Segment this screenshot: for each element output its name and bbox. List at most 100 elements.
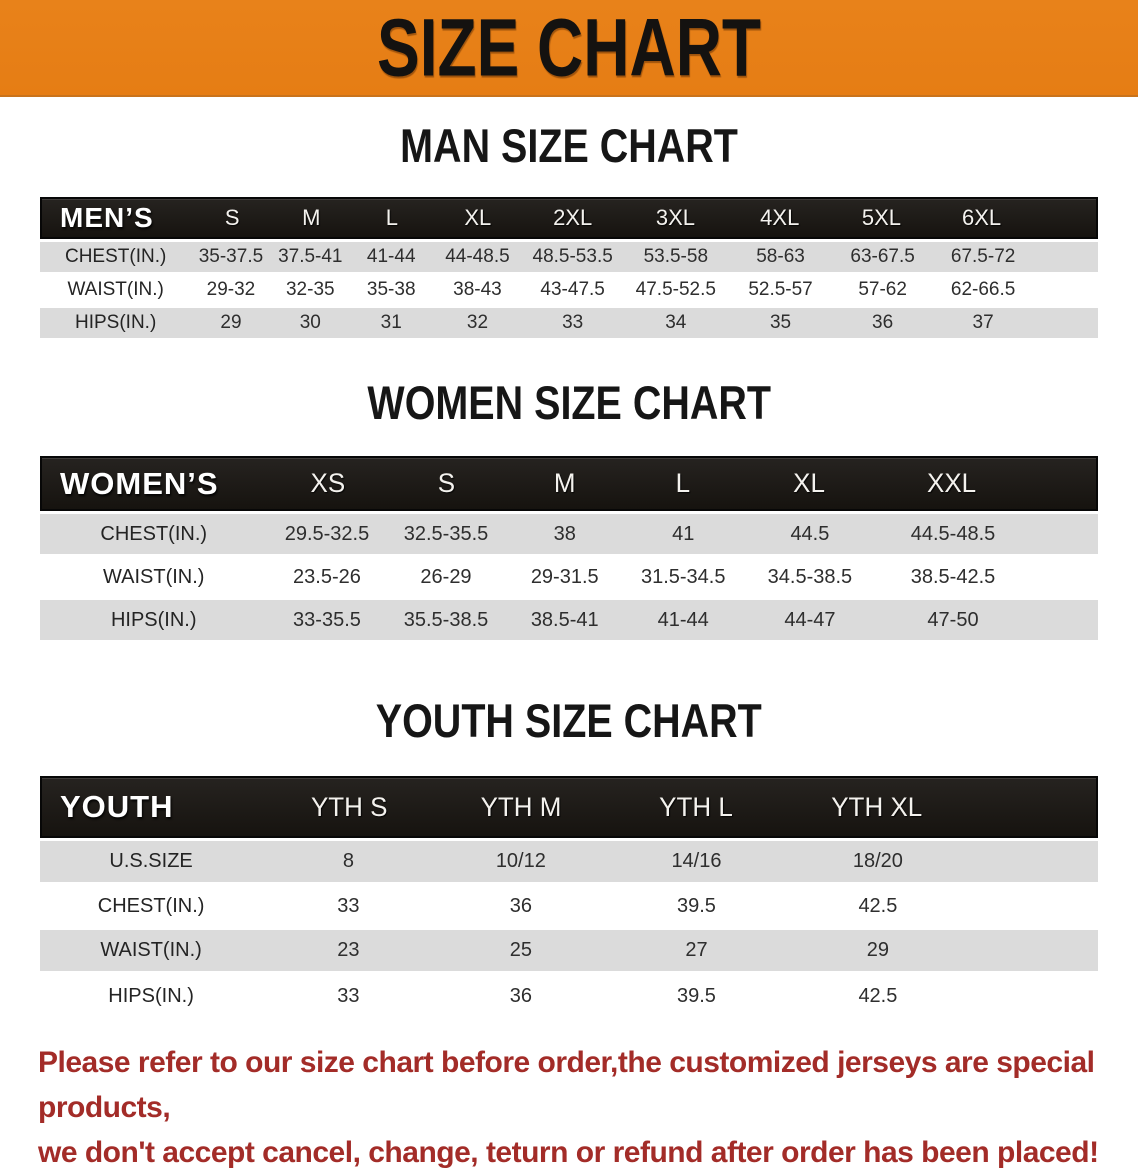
size-value-cell: 44-47 bbox=[784, 608, 836, 631]
row-label: WAIST(IN.) bbox=[100, 939, 202, 961]
size-value-cell: 35-38 bbox=[366, 279, 416, 300]
disclaimer-line-2: we don't accept cancel, change, teturn o… bbox=[38, 1136, 1099, 1169]
size-value-cell: 38 bbox=[553, 522, 576, 545]
size-value-cell: 44.5-48.5 bbox=[910, 522, 996, 545]
row-spacer bbox=[1033, 308, 1098, 338]
size-value-cell: 18/20 bbox=[852, 850, 903, 872]
banner-title: SIZE CHART bbox=[377, 1, 761, 93]
size-value-cell: 43-47.5 bbox=[540, 279, 605, 300]
size-value-cell: 29.5-32.5 bbox=[284, 522, 370, 545]
size-value-cell: 41-44 bbox=[657, 608, 709, 631]
disclaimer-line-1: Please refer to our size chart before or… bbox=[38, 1046, 1095, 1124]
size-value-cell: 34.5-38.5 bbox=[767, 565, 853, 588]
row-label: WAIST(IN.) bbox=[103, 565, 205, 588]
youth-section-title: YOUTH SIZE CHART bbox=[0, 692, 1138, 748]
group-label: YOUTH bbox=[60, 789, 174, 824]
size-value-cell: 67.5-72 bbox=[950, 246, 1016, 267]
table-header-row: MEN’S S M L XL 2XL 3XL 4XL 5XL 6XL bbox=[40, 197, 1098, 239]
size-value-cell: 39.5 bbox=[677, 894, 716, 917]
size-value-cell: 30 bbox=[299, 312, 321, 333]
group-label: WOMEN’S bbox=[60, 465, 219, 501]
row-label: CHEST(IN.) bbox=[64, 246, 167, 267]
size-value-cell: 47.5-52.5 bbox=[635, 279, 716, 300]
size-column-header: XXL bbox=[926, 467, 977, 499]
size-value-cell: 62-66.5 bbox=[950, 279, 1016, 300]
row-label: U.S.SIZE bbox=[109, 850, 193, 872]
table-row: HIPS(IN.) 33-35.5 35.5-38.5 38.5-41 41-44 44-… bbox=[40, 600, 1098, 640]
table-row: CHEST(IN.) 33 36 39.5 42.5 bbox=[40, 885, 1098, 927]
size-value-cell: 35 bbox=[769, 312, 792, 333]
size-value-cell: 32 bbox=[466, 312, 489, 333]
size-value-cell: 36 bbox=[872, 312, 894, 333]
size-column-header: 2XL bbox=[553, 204, 593, 231]
size-value-cell: 48.5-53.5 bbox=[532, 246, 613, 267]
size-value-cell: 26-29 bbox=[420, 565, 472, 588]
row-label: WAIST(IN.) bbox=[67, 279, 164, 300]
size-value-cell: 23 bbox=[337, 939, 360, 961]
size-value-cell: 29 bbox=[220, 312, 242, 333]
size-value-cell: 25 bbox=[509, 939, 532, 961]
men-size-table: MEN’S S M L XL 2XL 3XL 4XL 5XL 6XL CHEST(IN.) 35-37… bbox=[40, 197, 1098, 338]
row-spacer bbox=[1033, 275, 1098, 305]
size-value-cell: 42.5 bbox=[858, 984, 898, 1007]
size-value-cell: 29-32 bbox=[206, 279, 256, 300]
size-value-cell: 41 bbox=[672, 522, 695, 545]
size-value-cell: 52.5-57 bbox=[748, 279, 813, 300]
size-value-cell: 29-31.5 bbox=[530, 565, 599, 588]
size-value-cell: 29 bbox=[866, 939, 890, 961]
size-column-header: YTH XL bbox=[831, 791, 923, 822]
table-row: HIPS(IN.) 33 36 39.5 42.5 bbox=[40, 974, 1098, 1018]
disclaimer-text: Please refer to our size chart before or… bbox=[38, 1040, 1100, 1175]
size-column-header: L bbox=[385, 204, 399, 231]
size-value-cell: 38-43 bbox=[453, 279, 502, 300]
size-value-cell: 44-48.5 bbox=[445, 246, 510, 267]
size-column-header: S bbox=[437, 467, 456, 499]
size-value-cell: 31.5-34.5 bbox=[640, 565, 726, 588]
group-label: MEN’S bbox=[60, 202, 154, 233]
header-spacer bbox=[1032, 199, 1096, 238]
man-section-title-text: MAN SIZE CHART bbox=[400, 118, 738, 172]
size-value-cell: 47-50 bbox=[927, 608, 979, 631]
table-row: CHEST(IN.) 29.5-32.5 32.5-35.5 38 41 44.5 44.5… bbox=[40, 514, 1098, 554]
size-value-cell: 33 bbox=[337, 984, 360, 1007]
size-value-cell: 38.5-42.5 bbox=[910, 565, 996, 588]
size-value-cell: 37 bbox=[972, 312, 994, 333]
size-column-header: M bbox=[553, 467, 576, 499]
size-column-header: XL bbox=[464, 204, 492, 231]
size-column-header: 4XL bbox=[760, 204, 800, 231]
size-value-cell: 31 bbox=[380, 312, 402, 333]
table-row: HIPS(IN.) 29 30 31 32 33 34 35 36 37 bbox=[40, 308, 1098, 338]
size-column-header: 3XL bbox=[655, 204, 695, 231]
size-column-header: 6XL bbox=[962, 204, 1002, 231]
women-section-title: WOMEN SIZE CHART bbox=[0, 374, 1138, 430]
header-spacer bbox=[968, 777, 1096, 836]
size-column-header: M bbox=[302, 204, 321, 231]
table-row: CHEST(IN.) 35-37.5 37.5-41 41-44 44-48.5 48.5… bbox=[40, 242, 1098, 272]
row-spacer bbox=[1029, 557, 1098, 597]
size-value-cell: 33-35.5 bbox=[293, 608, 361, 631]
size-value-cell: 8 bbox=[342, 850, 354, 872]
youth-size-table: YOUTH YTH S YTH M YTH L YTH XL U.S.SIZE 8 10/12… bbox=[40, 776, 1098, 1018]
row-spacer bbox=[970, 841, 1098, 882]
table-header-row: YOUTH YTH S YTH M YTH L YTH XL bbox=[40, 776, 1098, 838]
row-label: CHEST(IN.) bbox=[97, 894, 205, 917]
size-value-cell: 33 bbox=[337, 894, 360, 917]
size-value-cell: 33 bbox=[562, 312, 584, 333]
size-column-header: S bbox=[224, 204, 240, 231]
size-column-header: XL bbox=[793, 467, 825, 499]
size-value-cell: 53.5-58 bbox=[643, 246, 709, 267]
man-section-title: MAN SIZE CHART bbox=[0, 117, 1138, 173]
size-value-cell: 35.5-38.5 bbox=[403, 608, 489, 631]
size-column-header: YTH S bbox=[310, 791, 388, 822]
table-row: WAIST(IN.) 29-32 32-35 35-38 38-43 43-47.5 47.… bbox=[40, 275, 1098, 305]
size-column-header: 5XL bbox=[861, 204, 902, 231]
size-value-cell: 63-67.5 bbox=[850, 246, 915, 267]
row-spacer bbox=[970, 930, 1098, 971]
size-chart-banner: SIZE CHART bbox=[0, 0, 1138, 97]
row-spacer bbox=[970, 974, 1098, 1018]
row-spacer bbox=[970, 885, 1098, 927]
size-value-cell: 37.5-41 bbox=[278, 246, 343, 267]
women-size-table: WOMEN’S XS S M L XL XXL CHEST(IN.) 29.5-32.5 32.5… bbox=[40, 456, 1098, 640]
size-value-cell: 14/16 bbox=[671, 850, 722, 872]
size-value-cell: 58-63 bbox=[756, 246, 805, 267]
